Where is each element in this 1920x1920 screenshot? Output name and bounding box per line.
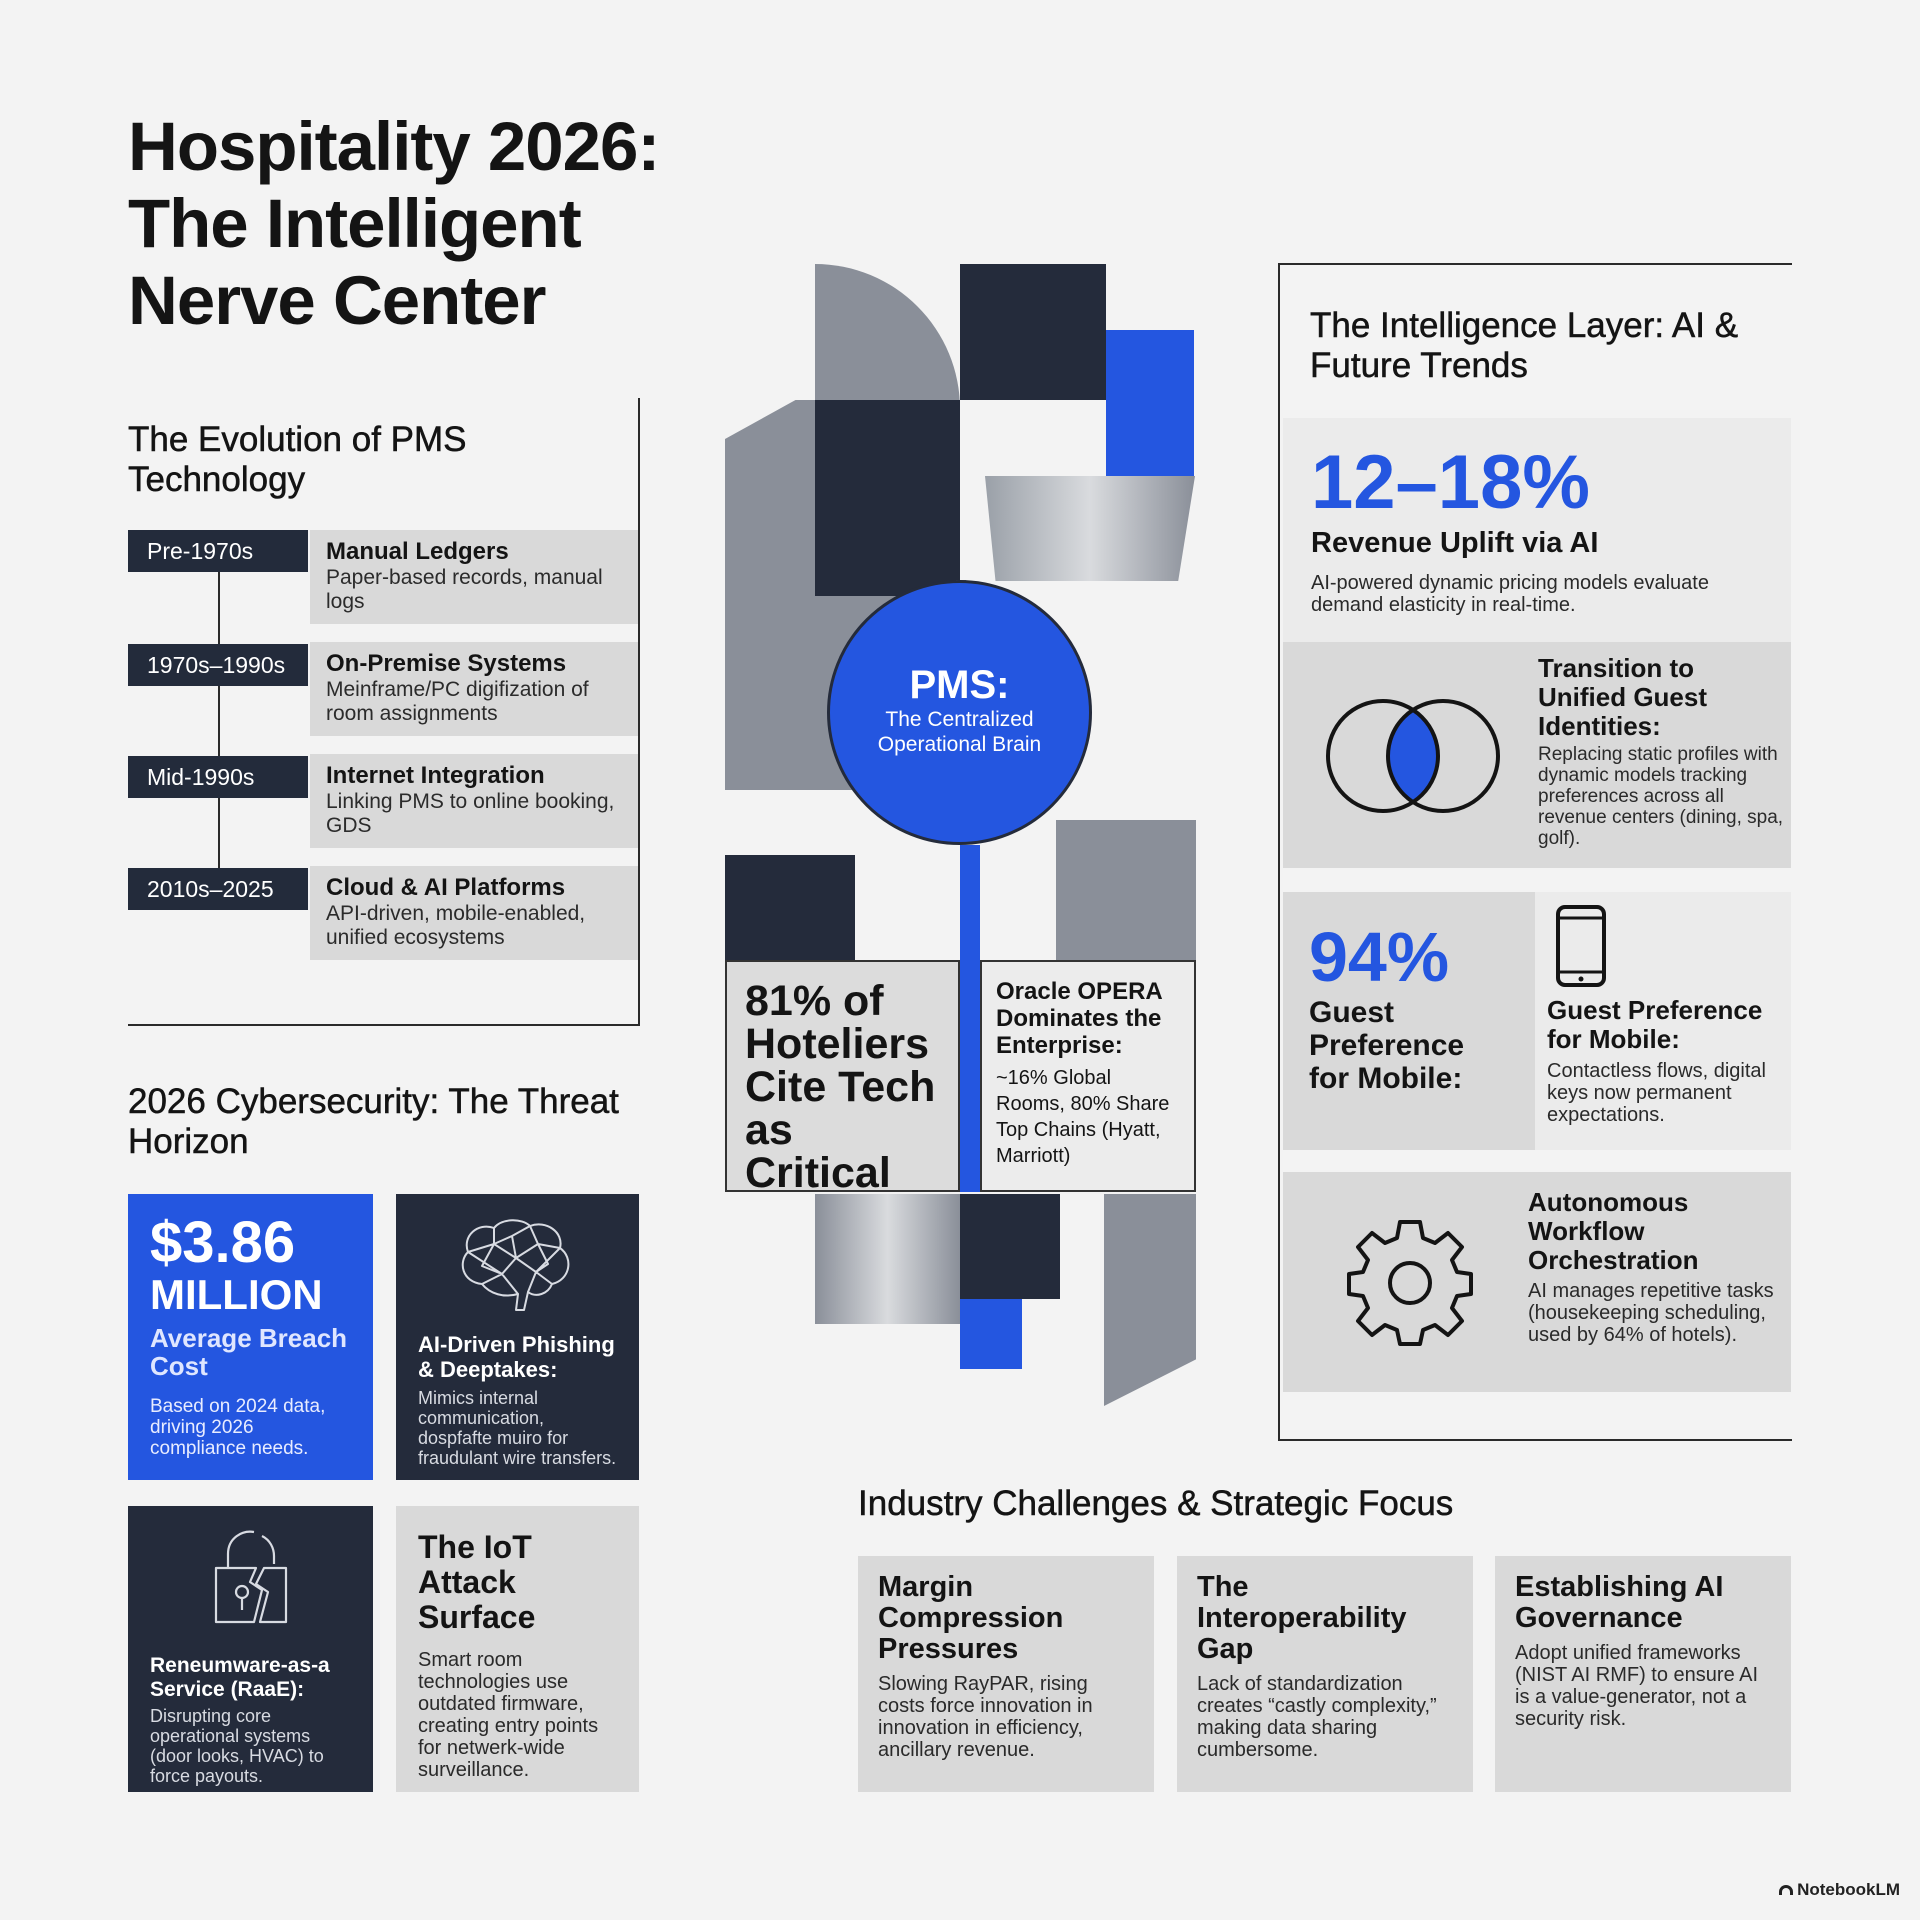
challenge-desc: Slowing RayPAR, rising costs force innov… [878, 1673, 1093, 1761]
broken-lock-icon [214, 1530, 288, 1624]
breach-label: Average Breach Cost [150, 1323, 348, 1381]
mobile-stat: 94% [1309, 918, 1450, 996]
blue-top-block [1106, 330, 1194, 476]
brain-icon [461, 1219, 570, 1311]
ransomware-desc: Disrupting core operational systems (doo… [150, 1706, 324, 1786]
timeline-stage: Cloud & AI Platforms API-driven, mobile-… [310, 866, 638, 960]
intel-frame-left [1278, 263, 1280, 1441]
challenge-card: The Interoperability Gap Lack of standar… [1177, 1556, 1473, 1792]
challenge-title: The Interoperability Gap [1197, 1571, 1407, 1665]
oracle-title: Oracle OPERA Dominates the Enterprise: [996, 978, 1162, 1059]
notebooklm-brand-label: NotebookLM [1797, 1880, 1900, 1899]
timeline-stage-title: Internet Integration [326, 762, 545, 789]
metal-trapezoid-block [985, 476, 1195, 581]
intel-heading: The Intelligence Layer: AI & Future Tren… [1310, 306, 1739, 386]
revenue-desc: AI-powered dynamic pricing models evalua… [1311, 572, 1709, 616]
white-gap-block [960, 400, 1106, 476]
blue-spine-bar [960, 845, 980, 960]
timeline-connector [218, 570, 220, 870]
page-title: Hospitality 2026: The Intelligent Nerve … [128, 108, 660, 339]
timeline-stage: Manual Ledgers Paper-based records, manu… [310, 530, 638, 624]
timeline-stage: On-Premise Systems Meinframe/PC digifiza… [310, 642, 638, 736]
pms-core-subtitle: The Centralized Operational Brain [877, 708, 1042, 756]
timeline-stage-title: On-Premise Systems [326, 650, 567, 677]
notebooklm-logo-icon [1779, 1885, 1794, 1895]
navy-top-block [960, 264, 1106, 400]
intel-frame-top [1278, 263, 1792, 265]
timeline-era: 2010s–2025 [128, 868, 308, 910]
cyber-heading: 2026 Cybersecurity: The Threat Horizon [128, 1082, 619, 1162]
timeline-stage-desc: Meinframe/PC digifization of room assign… [326, 678, 589, 725]
metal-low-block [815, 1194, 960, 1324]
pms-core-title: PMS: [909, 663, 1010, 707]
mobile-stat-card: 94% Guest Preference for Mobile: [1283, 892, 1535, 1150]
timeline-stage-desc: Linking PMS to online booking, GDS [326, 790, 615, 837]
oracle-card: Oracle OPERA Dominates the Enterprise: ~… [980, 960, 1196, 1192]
challenge-card: Margin Compression Pressures Slowing Ray… [858, 1556, 1154, 1792]
evolution-heading: The Evolution of PMS Technology [128, 420, 467, 500]
challenge-title: Establishing AI Governance [1515, 1571, 1724, 1634]
venn-diagram-icon [1326, 699, 1500, 813]
blue-spine-bar-2 [960, 960, 980, 1192]
navy-mid-block [815, 400, 960, 596]
timeline-stage: Internet Integration Linking PMS to onli… [310, 754, 638, 848]
hoteliers-stat: 81% of Hoteliers Cite Tech as Critical [745, 977, 936, 1197]
challenge-desc: Lack of standardization creates “castly … [1197, 1673, 1437, 1761]
iot-card: The IoT Attack Surface Smart room techno… [396, 1506, 639, 1792]
iot-desc: Smart room technologies use outdated fir… [418, 1649, 599, 1781]
breach-desc: Based on 2024 data, driving 2026 complia… [150, 1396, 326, 1459]
smartphone-icon [1556, 905, 1606, 987]
workflow-title: Autonomous Workflow Orchestration [1528, 1187, 1699, 1275]
challenge-desc: Adopt unified frameworks (ΝIST AI RMF) t… [1515, 1642, 1759, 1730]
oracle-desc: ~16% Global Rooms, 80% Share Top Chains … [996, 1067, 1170, 1167]
timeline-era: 1970s–1990s [128, 644, 308, 686]
challenges-heading: Industry Challenges & Strategic Focus [858, 1484, 1454, 1524]
timeline-stage-desc: Paper-based records, manual logs [326, 566, 603, 613]
evolution-frame-bottom [128, 1024, 640, 1026]
identity-card: Transition to Unified Guest Identities: … [1283, 642, 1791, 868]
phishing-title: AI-Driven Phishing & Deeptakes: [418, 1332, 615, 1382]
revenue-label: Revenue Uplift via AI [1311, 527, 1599, 559]
timeline-era: Mid-1990s [128, 756, 308, 798]
timeline-stage-title: Cloud & AI Platforms [326, 874, 566, 901]
pms-core-circle: PMS: The Centralized Operational Brain [827, 580, 1092, 845]
timeline-stage-title: Manual Ledgers [326, 538, 509, 565]
notebooklm-brand: NotebookLM [1779, 1880, 1900, 1900]
revenue-card: 12–18% Revenue Uplift via AI AI-powered … [1283, 418, 1791, 642]
mobile-desc: Contactless flows, digital keys now perm… [1547, 1060, 1766, 1126]
phishing-desc: Mimics internal communication, dospfafte… [418, 1388, 617, 1468]
workflow-desc: AI manages repetitive tasks (housekeepin… [1528, 1280, 1774, 1346]
intel-frame-bottom [1278, 1439, 1792, 1441]
breach-stat: $3.86 [150, 1210, 296, 1275]
navy-bottom-block [960, 1194, 1060, 1299]
grey-right-block [1056, 820, 1196, 960]
gear-icon [1347, 1220, 1473, 1346]
timeline-stage-desc: API-driven, mobile-enabled, unified ecos… [326, 902, 586, 949]
hoteliers-stat-card: 81% of Hoteliers Cite Tech as Critical [725, 960, 960, 1197]
workflow-card: Autonomous Workflow Orchestration AI man… [1283, 1172, 1791, 1392]
mobile-stat-label: Guest Preference for Mobile: [1309, 996, 1465, 1095]
grey-bottom-wedge [1104, 1194, 1196, 1406]
challenge-title: Margin Compression Pressures [878, 1571, 1064, 1665]
ransomware-card: Reneumware-as-a Service (RaaE): Disrupti… [128, 1506, 373, 1792]
mobile-detail-card: Guest Preference for Mobile: Contactless… [1535, 892, 1791, 1150]
phishing-card: AI-Driven Phishing & Deeptakes: Mimics i… [396, 1194, 639, 1480]
breach-cost-card: $3.86 MILLION Average Breach Cost Based … [128, 1194, 373, 1480]
evolution-frame-right [638, 398, 640, 1026]
breach-stat-unit: MILLION [150, 1271, 323, 1318]
navy-low-block [725, 855, 855, 960]
challenge-card: Establishing AI Governance Adopt unified… [1495, 1556, 1791, 1792]
ransomware-title: Reneumware-as-a Service (RaaE): [150, 1654, 330, 1701]
timeline-era: Pre-1970s [128, 530, 308, 572]
iot-title: The IoT Attack Surface [418, 1529, 536, 1635]
identity-desc: Replacing static profiles with dynamic m… [1538, 744, 1784, 849]
identity-title: Transition to Unified Guest Identities: [1538, 653, 1708, 741]
revenue-stat: 12–18% [1311, 440, 1590, 525]
mobile-title: Guest Preference for Mobile: [1547, 995, 1763, 1054]
blue-bottom-block [960, 1299, 1022, 1369]
